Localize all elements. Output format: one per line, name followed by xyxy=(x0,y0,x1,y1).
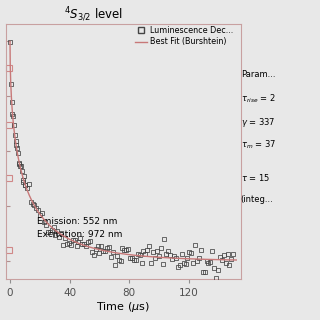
Luminescence Dec... xyxy=(147,244,151,247)
Best Fit (Burshtein) xyxy=(228,258,232,262)
Best Fit (Burshtein) xyxy=(234,258,238,262)
Text: $\tau$ = 15: $\tau$ = 15 xyxy=(241,172,270,183)
Luminescence Dec... xyxy=(90,250,94,254)
Best Fit (Burshtein) xyxy=(228,258,232,262)
Text: Emission: 552 nm
Excitation: 972 nm: Emission: 552 nm Excitation: 972 nm xyxy=(37,217,122,239)
Luminescence Dec... xyxy=(231,252,235,256)
Legend: Luminescence Dec..., Best Fit (Burshtein): Luminescence Dec..., Best Fit (Burshtein… xyxy=(132,23,237,50)
Luminescence Dec... xyxy=(8,40,12,44)
Luminescence Dec... xyxy=(113,263,117,267)
Luminescence Dec... xyxy=(178,263,182,267)
Luminescence Dec... xyxy=(166,249,170,253)
Best Fit (Burshtein) xyxy=(20,171,23,174)
Text: $\gamma$ = 337: $\gamma$ = 337 xyxy=(241,116,275,129)
Text: $\tau_{rise}$ = 2: $\tau_{rise}$ = 2 xyxy=(241,93,276,105)
Text: (integ...: (integ... xyxy=(241,195,274,204)
Luminescence Dec... xyxy=(214,276,218,280)
Text: $^4S_{3/2}$ level: $^4S_{3/2}$ level xyxy=(64,5,124,24)
Best Fit (Burshtein) xyxy=(112,251,116,254)
Text: $\tau_m$ = 37: $\tau_m$ = 37 xyxy=(241,139,276,151)
Text: Param...: Param... xyxy=(241,70,275,79)
X-axis label: Time ($\mu$s): Time ($\mu$s) xyxy=(96,300,150,315)
Line: Best Fit (Burshtein): Best Fit (Burshtein) xyxy=(10,41,236,260)
Luminescence Dec... xyxy=(52,225,55,229)
Best Fit (Burshtein) xyxy=(8,39,12,43)
Best Fit (Burshtein) xyxy=(118,252,122,255)
Best Fit (Burshtein) xyxy=(186,257,190,261)
Line: Luminescence Dec...: Luminescence Dec... xyxy=(8,40,236,280)
